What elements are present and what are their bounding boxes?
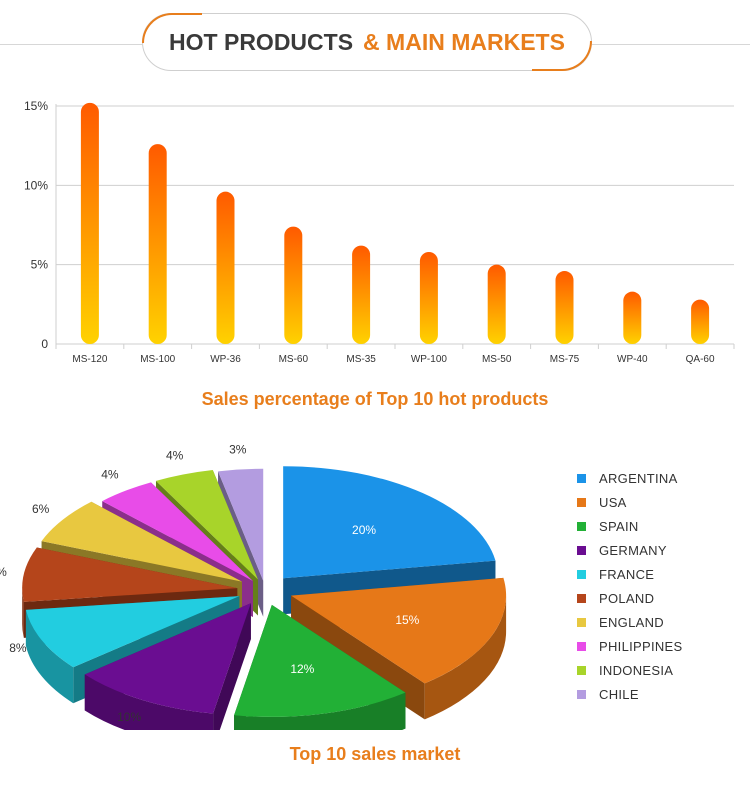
legend-item-spain: SPAIN — [577, 514, 683, 538]
legend-item-indonesia: INDONESIA — [577, 658, 683, 682]
legend-swatch — [577, 689, 586, 699]
legend-swatch — [577, 497, 586, 507]
pie-slice-side — [424, 595, 507, 720]
pie-data-label: 7% — [0, 565, 7, 579]
header-line-right — [592, 44, 750, 45]
bar — [623, 291, 642, 344]
pie-slice-top — [84, 603, 251, 714]
legend-item-england: ENGLAND — [577, 610, 683, 634]
pie-slice-side — [25, 609, 74, 704]
x-tick-label: MS-100 — [140, 354, 175, 365]
pie-slice-germany — [84, 603, 251, 730]
title-part-hot-products: HOT PRODUCTS — [169, 29, 354, 55]
bar — [419, 251, 438, 344]
bar — [691, 299, 710, 344]
legend-label: SPAIN — [599, 518, 639, 534]
pie-slice-side — [22, 588, 24, 638]
legend-swatch — [577, 665, 586, 675]
pie-slice-side — [84, 674, 214, 730]
pie-data-label: 12% — [290, 662, 314, 676]
page-title: HOT PRODUCTS & MAIN MARKETS — [142, 13, 592, 71]
pie-slice-top — [25, 596, 240, 668]
legend-label: GERMANY — [599, 542, 667, 558]
pie-data-label: 4% — [101, 468, 119, 482]
legend-swatch — [577, 593, 586, 603]
pie-legend: ARGENTINA USA SPAIN GERMANY FRANCE POLAND ENGL… — [577, 466, 683, 706]
pie-data-label: 10% — [117, 710, 141, 724]
x-tick-label: MS-120 — [72, 354, 107, 365]
pie-data-label: 8% — [9, 641, 27, 655]
bar — [80, 102, 99, 345]
pie-slice-top — [234, 604, 406, 717]
pie-chart: 20% 15% 12% 10% 8% 7% 6% 4% 4% 3% — [0, 443, 507, 730]
bar — [148, 144, 167, 344]
x-tick-label: WP-100 — [411, 354, 448, 365]
legend-item-germany: GERMANY — [577, 538, 683, 562]
bar — [352, 245, 371, 344]
pie-slice-side — [234, 692, 406, 730]
y-tick-label: 10% — [24, 178, 48, 192]
y-tick-label: 15% — [24, 99, 48, 113]
legend-swatch — [577, 473, 586, 483]
pie-slice-top — [22, 547, 238, 602]
x-tick-label: WP-40 — [617, 354, 648, 365]
pie-slice-top — [283, 466, 496, 579]
legend-item-chile: CHILE — [577, 682, 683, 706]
legend-item-usa: USA — [577, 490, 683, 514]
y-tick-label: 0 — [41, 337, 48, 351]
header-line-left — [0, 44, 142, 45]
legend-label: FRANCE — [599, 566, 655, 582]
legend-label: PHILIPPINES — [599, 638, 683, 654]
legend-item-philippines: PHILIPPINES — [577, 634, 683, 658]
pie-data-label: 6% — [32, 502, 50, 516]
legend-item-poland: POLAND — [577, 586, 683, 610]
title-part-main-markets: & MAIN MARKETS — [363, 29, 565, 55]
bar — [284, 226, 303, 344]
bar — [216, 191, 235, 344]
x-tick-label: QA-60 — [686, 354, 715, 365]
legend-label: CHILE — [599, 686, 639, 702]
legend-label: ARGENTINA — [599, 470, 678, 486]
legend-item-france: FRANCE — [577, 562, 683, 586]
legend-swatch — [577, 617, 586, 627]
pie-slice-spain — [234, 604, 406, 730]
pie-slice-top — [218, 468, 264, 581]
legend-swatch — [577, 569, 586, 579]
x-tick-label: WP-36 — [210, 354, 241, 365]
legend-label: INDONESIA — [599, 662, 674, 678]
pie-chart-caption: Top 10 sales market — [289, 744, 461, 764]
legend-label: USA — [599, 494, 627, 510]
legend-swatch — [577, 521, 586, 531]
pie-slice-top — [102, 482, 253, 581]
bar-chart: 0 5% 10% 15% MS-120 MS-100 WP-36 MS-60 MS-35 WP-1… — [24, 99, 735, 365]
legend-label: POLAND — [599, 590, 655, 606]
legend-item-argentina: ARGENTINA — [577, 466, 683, 490]
x-tick-label: MS-75 — [550, 354, 580, 365]
bar — [555, 271, 574, 344]
pie-slice-top — [291, 577, 507, 684]
pie-slice-top — [155, 469, 258, 580]
pie-data-label: 4% — [166, 449, 184, 463]
pie-data-label: 15% — [395, 613, 419, 627]
pie-slice-usa — [291, 577, 507, 720]
bar-chart-caption: Sales percentage of Top 10 hot products — [201, 389, 549, 409]
pie-slice-top — [41, 501, 242, 582]
y-tick-label: 5% — [31, 258, 49, 272]
header-pill — [142, 13, 592, 71]
pie-data-label: 20% — [352, 523, 376, 537]
x-tick-label: MS-35 — [346, 354, 376, 365]
legend-swatch — [577, 545, 586, 555]
legend-swatch — [577, 641, 586, 651]
bar — [487, 264, 506, 344]
x-tick-label: MS-50 — [482, 354, 512, 365]
x-tick-label: MS-60 — [279, 354, 309, 365]
page-header: HOT PRODUCTS & MAIN MARKETS — [0, 0, 750, 90]
legend-label: ENGLAND — [599, 614, 664, 630]
pie-data-label: 3% — [229, 443, 247, 457]
